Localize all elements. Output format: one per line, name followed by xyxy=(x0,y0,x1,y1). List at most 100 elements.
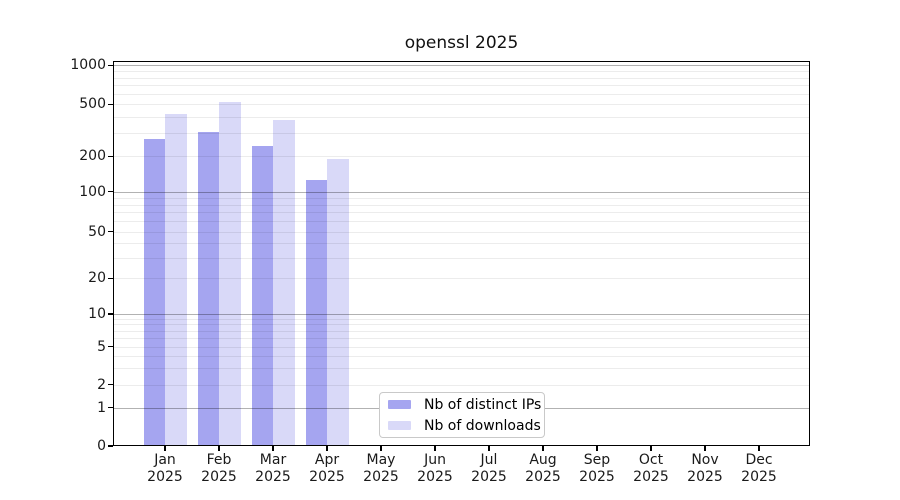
y-tick-mark-2 xyxy=(108,383,113,386)
minor-gridline-60 xyxy=(114,221,809,223)
minor-gridline-900 xyxy=(114,71,809,73)
month-label: Jun xyxy=(424,452,446,468)
major-gridline-10 xyxy=(114,314,809,315)
major-gridline-100 xyxy=(114,191,809,193)
x-tick-label-jan: Jan 2025 xyxy=(135,452,195,486)
month-label: Jan xyxy=(154,452,176,468)
minor-gridline-200 xyxy=(114,156,809,158)
y-tick-mark-50 xyxy=(108,230,113,233)
x-tick-mark-dec xyxy=(758,446,760,451)
minor-gridline-600 xyxy=(114,94,809,96)
x-tick-mark-oct xyxy=(650,446,652,451)
y-tick-label-1: 1 xyxy=(97,399,106,416)
x-tick-mark-aug xyxy=(542,446,544,451)
minor-gridline-30 xyxy=(114,257,809,259)
month-label: Feb xyxy=(206,452,232,468)
y-tick-label-2: 2 xyxy=(97,376,106,393)
chart-title: openssl 2025 xyxy=(404,33,519,53)
y-tick-label-0: 0 xyxy=(97,438,106,454)
month-label: Mar xyxy=(259,452,287,468)
minor-gridline-70 xyxy=(114,212,809,214)
y-tick-label-5: 5 xyxy=(97,338,106,355)
y-tick-label-20: 20 xyxy=(88,270,106,287)
bar-apr-distinct-ips xyxy=(305,180,327,446)
year-label: 2025 xyxy=(147,469,183,485)
legend-swatch-distinct-ips xyxy=(388,400,411,409)
minor-gridline-3 xyxy=(114,367,809,369)
x-tick-mark-feb xyxy=(218,446,220,451)
x-tick-label-mar: Mar 2025 xyxy=(243,452,303,486)
x-tick-label-sep: Sep 2025 xyxy=(567,452,627,486)
month-label: Apr xyxy=(314,452,340,468)
x-tick-mark-jul xyxy=(488,446,490,451)
minor-gridline-2 xyxy=(114,384,809,386)
x-tick-label-feb: Feb 2025 xyxy=(189,452,249,486)
y-tick-mark-200 xyxy=(108,155,113,157)
minor-gridline-20 xyxy=(114,278,809,280)
y-tick-mark-1 xyxy=(108,406,113,409)
x-tick-mark-jun xyxy=(434,446,436,451)
legend-label-distinct-ips: Nb of distinct IPs xyxy=(424,396,542,413)
x-tick-mark-may xyxy=(380,446,382,451)
month-label: Jul xyxy=(480,452,498,468)
year-label: 2025 xyxy=(309,469,345,485)
y-tick-label-1000: 1000 xyxy=(70,57,106,74)
legend: Nb of distinct IPs Nb of downloads xyxy=(379,392,545,438)
y-tick-label-500: 500 xyxy=(79,96,106,113)
x-tick-label-oct: Oct 2025 xyxy=(621,452,681,486)
minor-gridline-40 xyxy=(114,242,809,244)
minor-gridline-7 xyxy=(114,330,809,332)
x-tick-label-jul: Jul 2025 xyxy=(459,452,519,486)
minor-gridline-90 xyxy=(114,197,809,199)
year-label: 2025 xyxy=(255,469,291,485)
minor-gridline-80 xyxy=(114,204,809,206)
y-tick-label-100: 100 xyxy=(79,183,106,200)
y-tick-mark-5 xyxy=(108,345,113,348)
bar-jan-downloads xyxy=(165,113,187,446)
minor-gridline-5 xyxy=(114,346,809,348)
minor-gridline-6 xyxy=(114,337,809,339)
x-tick-mark-mar xyxy=(272,446,274,451)
y-tick-label-200: 200 xyxy=(79,148,106,165)
x-tick-mark-jan xyxy=(164,446,166,451)
legend-swatch-downloads xyxy=(388,421,411,430)
year-label: 2025 xyxy=(525,469,561,485)
x-tick-label-jun: Jun 2025 xyxy=(405,452,465,486)
year-label: 2025 xyxy=(471,469,507,485)
minor-gridline-400 xyxy=(114,116,809,118)
y-tick-label-10: 10 xyxy=(88,306,106,322)
minor-gridline-700 xyxy=(114,85,809,87)
bar-mar-downloads xyxy=(273,119,295,446)
bar-jan-distinct-ips xyxy=(143,139,165,446)
y-tick-mark-10 xyxy=(108,313,113,315)
y-tick-mark-0 xyxy=(108,445,113,447)
x-tick-label-aug: Aug 2025 xyxy=(513,452,573,486)
year-label: 2025 xyxy=(687,469,723,485)
minor-gridline-9 xyxy=(114,318,809,320)
year-label: 2025 xyxy=(201,469,237,485)
year-label: 2025 xyxy=(363,469,399,485)
y-tick-mark-100 xyxy=(108,191,113,193)
x-tick-label-dec: Dec 2025 xyxy=(729,452,789,486)
month-label: Aug xyxy=(529,452,557,468)
month-label: Nov xyxy=(691,452,719,468)
year-label: 2025 xyxy=(633,469,669,485)
minor-gridline-800 xyxy=(114,77,809,79)
year-label: 2025 xyxy=(579,469,615,485)
month-label: May xyxy=(366,452,396,468)
minor-gridline-300 xyxy=(114,133,809,135)
plot-frame xyxy=(113,61,810,446)
minor-gridline-50 xyxy=(114,231,809,233)
minor-gridline-8 xyxy=(114,324,809,326)
major-gridline-1000 xyxy=(114,65,809,67)
bar-feb-downloads xyxy=(219,101,241,446)
y-tick-mark-500 xyxy=(108,103,113,105)
y-tick-mark-20 xyxy=(108,277,113,279)
x-tick-mark-sep xyxy=(596,446,598,451)
minor-gridline-500 xyxy=(114,104,809,106)
legend-item-distinct-ips: Nb of distinct IPs xyxy=(388,396,544,413)
x-tick-label-nov: Nov 2025 xyxy=(675,452,735,486)
x-tick-mark-apr xyxy=(326,446,328,451)
month-label: Dec xyxy=(745,452,773,468)
